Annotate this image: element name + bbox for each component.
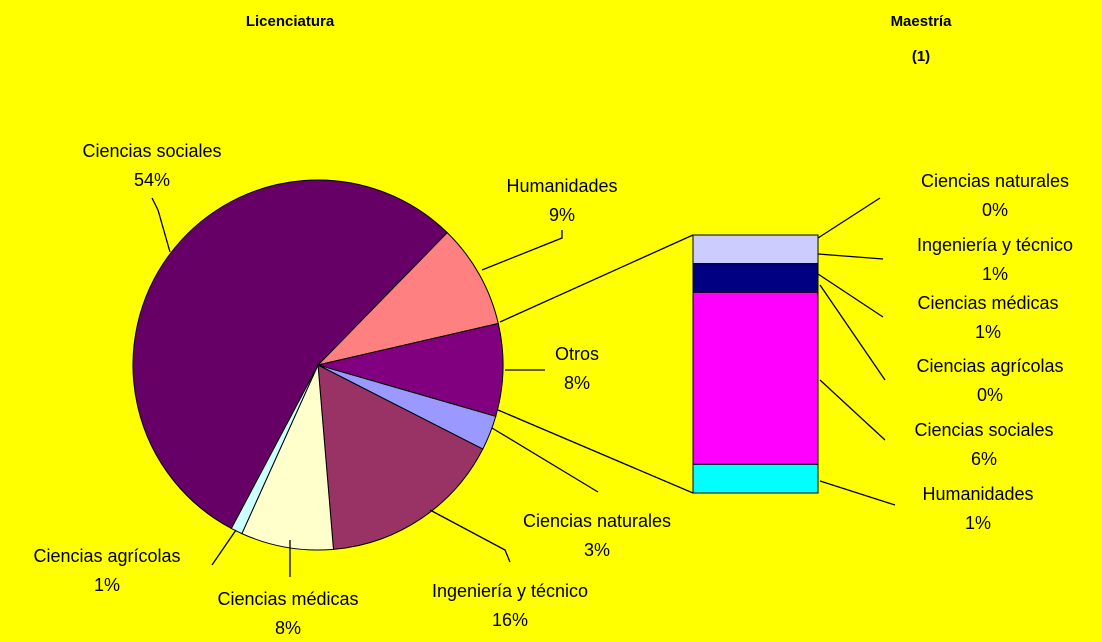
value-label: 8%: [275, 618, 301, 638]
category-label: Ciencias naturales: [921, 171, 1069, 191]
value-label: 1%: [965, 513, 991, 533]
bar-title: Maestría: [891, 13, 953, 30]
leader-line: [429, 509, 511, 563]
pie-slice: [317, 364, 484, 550]
leader-line: [817, 253, 884, 260]
value-label: 3%: [584, 540, 610, 560]
category-label: Humanidades: [506, 176, 617, 196]
bar-segment: [692, 263, 819, 293]
value-label: 0%: [982, 200, 1008, 220]
pie-slice: [316, 322, 504, 417]
category-label: Ingeniería y técnico: [432, 581, 588, 601]
leader-line: [819, 284, 886, 381]
leader-line: [817, 273, 884, 318]
leader-line: [481, 230, 563, 271]
category-label: Ciencias agrícolas: [33, 546, 180, 566]
leader-line: [491, 427, 599, 493]
bar-segment: [692, 234, 819, 265]
category-label: Otros: [555, 344, 599, 364]
value-label: 0%: [977, 385, 1003, 405]
bar-segment: [692, 291, 819, 465]
leader-line: [151, 197, 171, 253]
category-label: Ciencias médicas: [917, 293, 1058, 313]
category-label: Ciencias sociales: [82, 141, 221, 161]
value-label: 9%: [549, 205, 575, 225]
connector: [499, 234, 694, 323]
category-label: Ciencias sociales: [914, 420, 1053, 440]
bar-subtitle: (1): [912, 48, 930, 65]
category-label: Ciencias agrícolas: [916, 356, 1063, 376]
value-label: 8%: [564, 373, 590, 393]
category-label: Ciencias médicas: [217, 589, 358, 609]
value-label: 1%: [94, 575, 120, 595]
leader-line: [211, 529, 237, 566]
pie-slice: [132, 179, 448, 530]
leader-line: [819, 480, 896, 506]
pie-title: Licenciatura: [246, 13, 335, 30]
bar-segment: [692, 463, 819, 494]
category-label: Ciencias naturales: [523, 511, 671, 531]
value-label: 1%: [982, 264, 1008, 284]
category-label: Ingeniería y técnico: [917, 235, 1073, 255]
value-label: 1%: [975, 322, 1001, 342]
pie-slice: [241, 363, 334, 551]
pie-slice: [316, 231, 499, 366]
connector: [497, 409, 694, 494]
leader-line: [819, 379, 886, 441]
leader-line: [817, 197, 881, 239]
value-label: 16%: [492, 610, 528, 630]
value-label: 6%: [971, 449, 997, 469]
value-label: 54%: [134, 170, 170, 190]
category-label: Humanidades: [922, 484, 1033, 504]
